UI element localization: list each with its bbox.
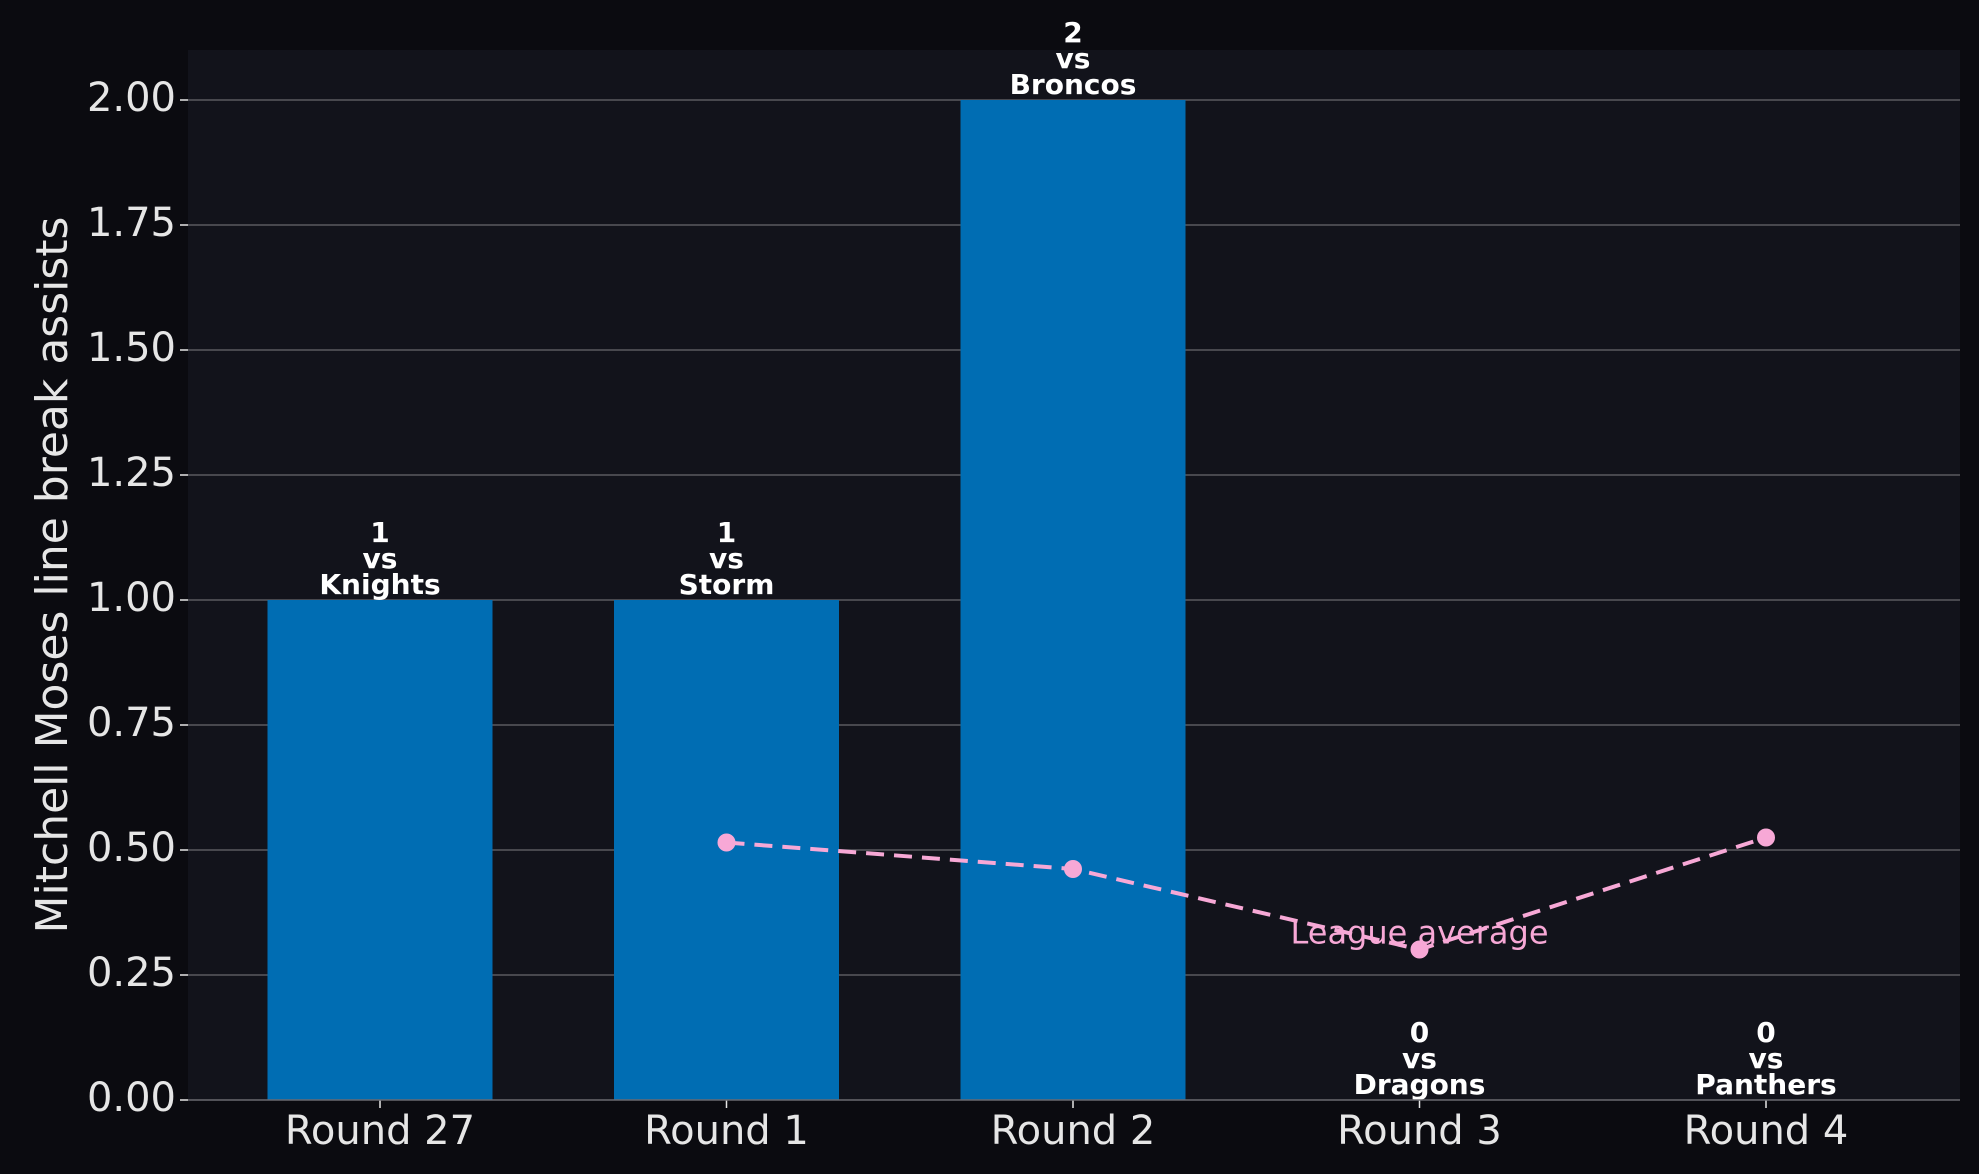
y-axis-ticks: 0.00 0.25 0.50 0.75 1.00 1.25 1.50 1.75 2.00 [87,75,188,1121]
bar-label: vs [1402,1042,1437,1075]
bar-label: 1 [370,516,389,549]
bar-label: 0 [1410,1016,1429,1049]
league-average-point [717,833,736,852]
y-tick-label: 2.00 [87,75,176,121]
y-tick-label: 0.50 [87,825,176,871]
y-tick-label: 1.50 [87,325,176,371]
bar [267,600,493,1100]
y-tick-label: 0.00 [87,1075,176,1121]
bars [267,100,1186,1100]
league-average-point [1757,828,1775,847]
bar-label: 2 [1063,16,1082,49]
x-tick-label: Round 3 [1337,1108,1502,1154]
bar-label: Storm [679,568,775,601]
bar-label: Knights [319,568,440,601]
bar-label: vs [709,542,744,575]
x-tick-label: Round 4 [1684,1108,1849,1154]
league-average-line [726,835,1767,952]
y-tick-label: 0.25 [87,950,176,996]
bar-label: vs [363,542,398,575]
bar-label: 0 [1756,1016,1775,1049]
y-tick-label: 1.75 [87,200,176,246]
bar-label: 1 [717,516,736,549]
y-axis-label: Mitchell Moses line break assists [27,217,78,934]
x-tick-label: Round 1 [644,1108,809,1154]
league-average-series: League average [717,828,1775,959]
y-tick-label: 1.00 [87,575,176,621]
bar-labels: 1vsKnights1vsStorm2vsBroncos0vsDragons0v… [319,16,1836,1101]
league-average-point [1064,860,1082,878]
bar-label: vs [1749,1042,1784,1075]
bar [960,100,1186,1100]
bar-label: vs [1056,42,1091,75]
y-tick-label: 1.25 [87,450,176,496]
league-average-point [1410,940,1429,959]
bar-label: Dragons [1354,1068,1486,1101]
y-tick-label: 0.75 [87,700,176,746]
x-axis-ticks: Round 27 Round 1 Round 2 Round 3 Round 4 [285,1100,1848,1154]
bar-label: Broncos [1010,68,1137,101]
bar-label: Panthers [1695,1068,1836,1101]
x-tick-label: Round 27 [285,1108,475,1154]
league-average-label: League average [1290,914,1548,952]
x-tick-label: Round 2 [991,1108,1156,1154]
